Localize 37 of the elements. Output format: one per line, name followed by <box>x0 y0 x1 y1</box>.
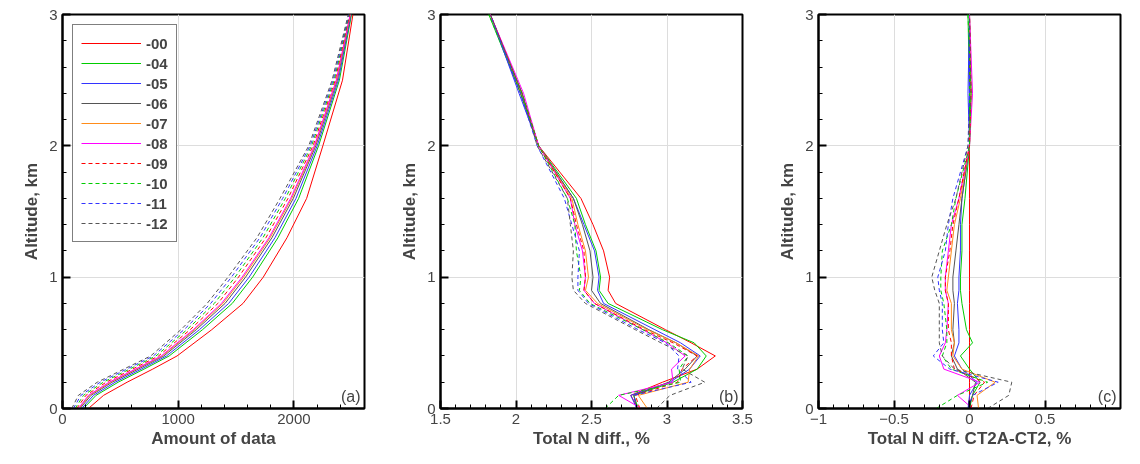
y-axis-title: Altitude, km <box>22 162 42 261</box>
annotation: (b) <box>718 387 739 405</box>
x-tick-label: 0 <box>965 409 974 427</box>
x-tick-label: 0.5 <box>1034 409 1056 427</box>
x-axis-title: Total N diff. CT2A-CT2, % <box>867 428 1072 448</box>
legend-label: -04 <box>146 54 168 72</box>
x-tick-label: −0.5 <box>879 409 909 427</box>
legend-label: -08 <box>146 134 168 152</box>
x-tick-label: 2 <box>511 409 521 427</box>
annotation: (a) <box>340 387 361 405</box>
y-tick-label: 3 <box>427 5 436 23</box>
x-tick-label: 3.5 <box>732 409 753 427</box>
legend-label: -11 <box>146 194 167 212</box>
x-tick-label: 2000 <box>277 409 311 427</box>
y-tick-label: 1 <box>49 268 58 286</box>
legend-label: -10 <box>146 174 168 192</box>
x-tick-label: 2.5 <box>581 409 602 427</box>
y-tick-label: 1 <box>427 268 436 286</box>
x-axis-title: Amount of data <box>151 428 277 448</box>
legend-label: -12 <box>146 214 168 232</box>
legend-label: -07 <box>146 114 168 132</box>
legend-label: -09 <box>146 154 168 172</box>
annotation: (c) <box>1097 387 1117 405</box>
legend-label: -00 <box>146 34 168 52</box>
y-tick-label: 1 <box>805 268 814 286</box>
y-tick-label: 2 <box>427 136 436 154</box>
x-tick-label: 1000 <box>161 409 195 427</box>
x-tick-label: 3 <box>662 409 672 427</box>
legend-label: -06 <box>146 94 168 112</box>
y-tick-label: 2 <box>49 136 58 154</box>
y-tick-label: 3 <box>49 5 58 23</box>
y-axis-title: Altitude, km <box>400 162 420 261</box>
y-tick-label: 3 <box>805 5 814 23</box>
y-tick-label: 2 <box>805 136 814 154</box>
y-axis-title: Altitude, km <box>778 162 798 261</box>
x-axis-title: Total N diff., % <box>533 428 650 448</box>
legend-label: -05 <box>146 74 168 92</box>
